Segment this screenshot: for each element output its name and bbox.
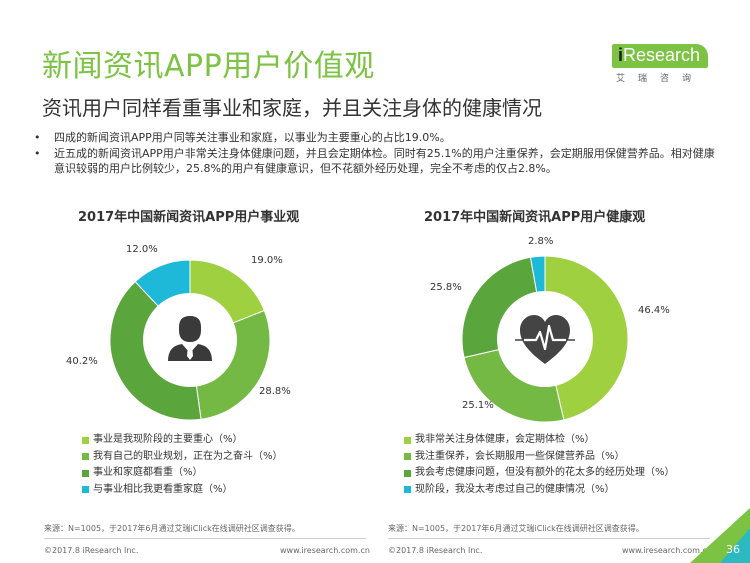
career-label-40-2: 40.2%: [66, 356, 98, 367]
legend-item: 我有自己的职业规划，正在为之奋斗（%）: [82, 449, 283, 466]
career-label-12: 12.0%: [126, 244, 158, 255]
legend-swatch: [404, 469, 411, 477]
legend-swatch: [82, 436, 89, 444]
legend-item: 与事业相比我更看重家庭（%）: [82, 482, 283, 499]
career-donut-chart: [109, 259, 271, 421]
page-title: 新闻资讯APP用户价值观: [42, 49, 375, 84]
health-legend: 我非常关注身体健康，会定期体检（%） 我注重保养，会长期服用一些保健营养品（%）…: [404, 432, 675, 498]
health-label-25-8: 25.8%: [430, 282, 462, 293]
legend-swatch: [82, 453, 89, 461]
page-subtitle: 资讯用户同样看重事业和家庭，并且关注身体的健康情况: [42, 96, 542, 120]
footer-copyright-left: ©2017.8 iResearch Inc.: [44, 546, 139, 555]
footer-url-left: www.iresearch.com.cn: [280, 546, 370, 555]
legend-item: 我非常关注身体健康，会定期体检（%）: [404, 432, 675, 449]
source-note-left: 来源：N=1005，于2017年6月通过艾瑞iClick在线调研社区调查获得。: [44, 524, 300, 533]
source-note-right: 来源：N=1005，于2017年6月通过艾瑞iClick在线调研社区调查获得。: [388, 524, 644, 533]
bullet-item: 四成的新闻资讯APP用户同等关注事业和家庭，以事业为主要重心的占比19.0%。: [30, 130, 720, 146]
legend-swatch: [82, 486, 89, 494]
logo-chinese-name: 艾瑞咨询: [616, 74, 705, 84]
footer-divider-right: [388, 538, 710, 539]
career-label-19: 19.0%: [251, 255, 283, 266]
legend-item: 我注重保养，会长期服用一些保健营养品（%）: [404, 449, 675, 466]
legend-swatch: [82, 469, 89, 477]
health-label-46-4: 46.4%: [638, 305, 670, 316]
health-donut-chart: [461, 255, 629, 423]
legend-swatch: [404, 486, 411, 494]
footer-url-right: www.iresearch.com.cn: [622, 546, 712, 555]
health-label-2-8: 2.8%: [528, 236, 554, 247]
career-label-28-8: 28.8%: [259, 386, 291, 397]
career-chart-title: 2017年中国新闻资讯APP用户事业观: [78, 210, 300, 225]
heart-pulse-icon: [515, 315, 575, 364]
summary-bullets: 四成的新闻资讯APP用户同等关注事业和家庭，以事业为主要重心的占比19.0%。 …: [30, 130, 720, 177]
legend-item: 事业是我现阶段的主要重心（%）: [82, 432, 283, 449]
page-number: 36: [726, 543, 740, 556]
businessman-icon: [168, 316, 212, 361]
health-label-25-1: 25.1%: [462, 400, 494, 411]
bullet-item: 近五成的新闻资讯APP用户非常关注身体健康问题，并且会定期体检。同时有25.1%…: [30, 146, 720, 177]
footer-copyright-right: ©2017.8 iResearch Inc.: [388, 546, 483, 555]
legend-item: 现阶段，我没太考虑过自己的健康情况（%）: [404, 482, 675, 499]
iresearch-logo: iResearch 艾瑞咨询: [612, 44, 710, 84]
legend-swatch: [404, 453, 411, 461]
legend-item: 我会考虑健康问题，但没有额外的花太多的经历处理（%）: [404, 465, 675, 482]
logo-badge: iResearch: [612, 44, 709, 68]
career-legend: 事业是我现阶段的主要重心（%） 我有自己的职业规划，正在为之奋斗（%） 事业和家…: [82, 432, 283, 498]
corner-decoration: [690, 508, 750, 563]
footer-divider-left: [44, 538, 366, 539]
health-chart-title: 2017年中国新闻资讯APP用户健康观: [424, 210, 646, 225]
legend-item: 事业和家庭都看重（%）: [82, 465, 283, 482]
legend-swatch: [404, 436, 411, 444]
